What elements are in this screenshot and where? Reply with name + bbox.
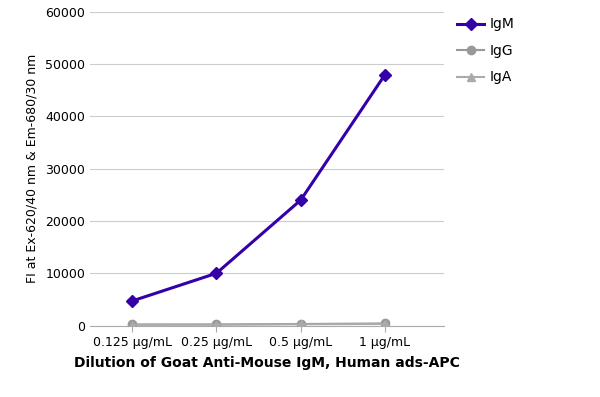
- Line: IgM: IgM: [128, 71, 389, 305]
- Line: IgA: IgA: [128, 320, 389, 329]
- IgA: [128, 322, 136, 327]
- X-axis label: Dilution of Goat Anti-Mouse IgM, Human ads-APC: Dilution of Goat Anti-Mouse IgM, Human a…: [74, 356, 460, 370]
- IgA: [213, 322, 220, 327]
- IgA: [297, 322, 304, 327]
- IgM: [213, 271, 220, 276]
- Legend: IgM, IgG, IgA: IgM, IgG, IgA: [451, 12, 520, 90]
- IgG: [382, 321, 389, 326]
- IgM: [128, 299, 136, 303]
- Line: IgG: IgG: [128, 319, 389, 329]
- Y-axis label: FI at Ex-620/40 nm & Em-680/30 nm: FI at Ex-620/40 nm & Em-680/30 nm: [25, 54, 38, 283]
- IgM: [382, 72, 389, 77]
- IgG: [297, 322, 304, 326]
- IgG: [128, 322, 136, 327]
- IgA: [382, 322, 389, 326]
- IgG: [213, 322, 220, 327]
- IgM: [297, 198, 304, 202]
